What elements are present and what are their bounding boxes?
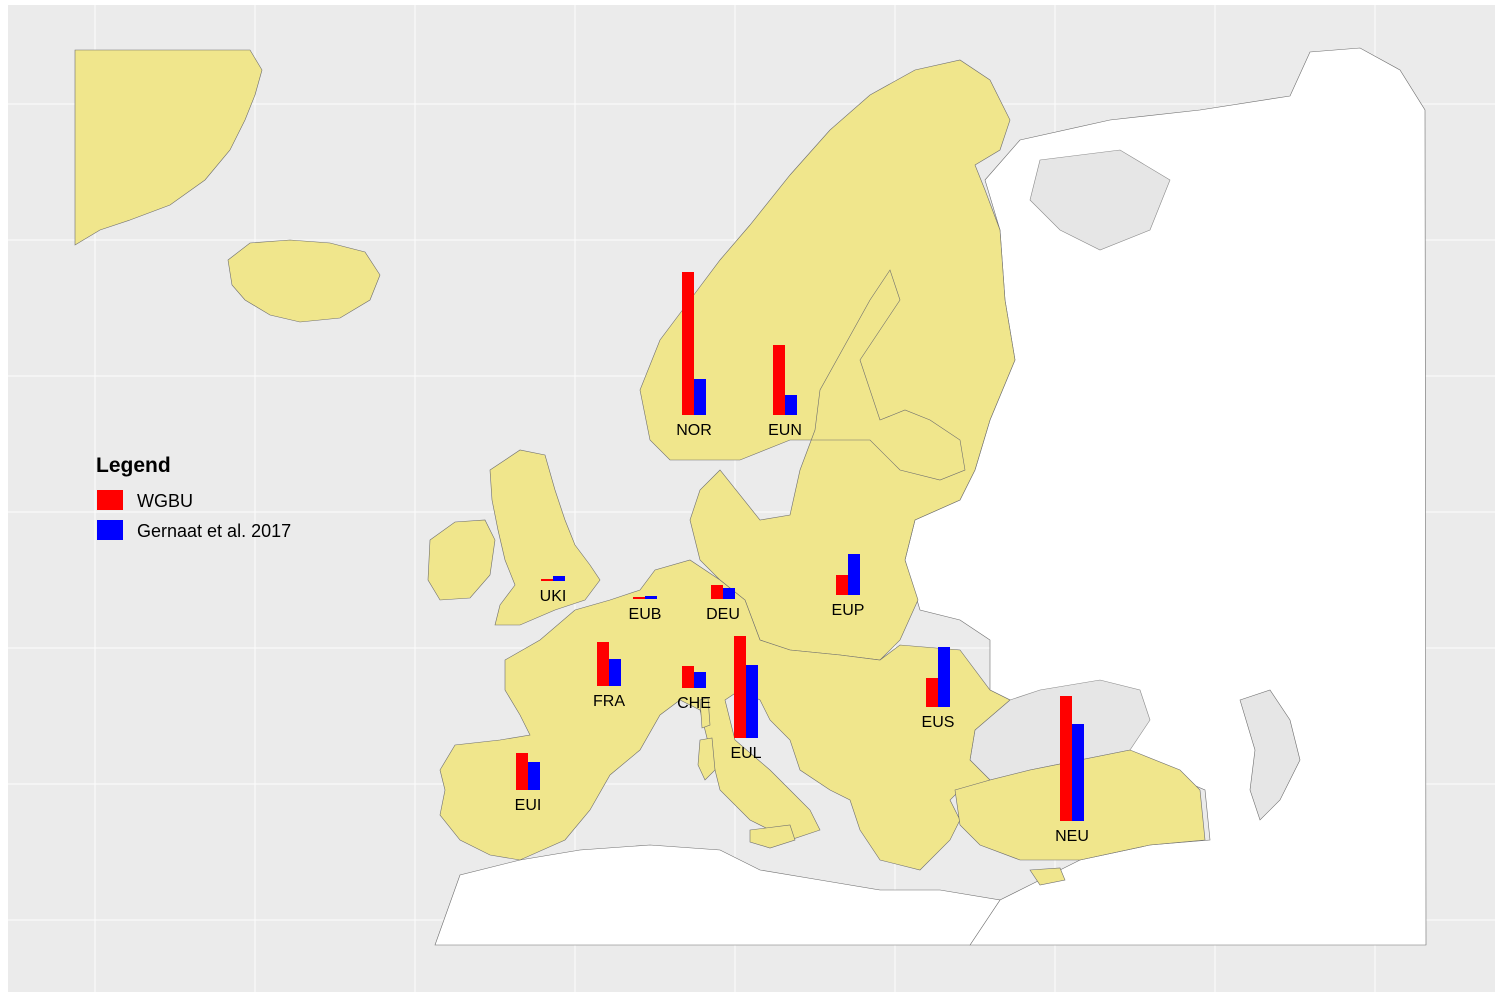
iceland xyxy=(227,239,381,323)
bar-deu-wgbu xyxy=(711,585,723,599)
ireland xyxy=(427,519,496,601)
region-label-che: CHE xyxy=(677,695,711,712)
bar-uki-wgbu xyxy=(541,579,553,581)
bar-fra-wgbu xyxy=(597,642,609,686)
sicily xyxy=(749,824,796,849)
bar-eui-gernaat xyxy=(528,762,540,790)
caspian-sea xyxy=(1239,689,1301,821)
bar-che-wgbu xyxy=(682,666,694,688)
bar-nor-wgbu xyxy=(682,272,694,415)
region-label-eus: EUS xyxy=(922,714,955,731)
region-label-fra: FRA xyxy=(593,693,625,710)
legend-label-gernaat: Gernaat et al. 2017 xyxy=(137,521,291,541)
bar-uki-gernaat xyxy=(553,576,565,581)
region-label-neu: NEU xyxy=(1055,828,1089,845)
bar-neu-wgbu xyxy=(1060,696,1072,821)
bar-eui-wgbu xyxy=(516,753,528,790)
region-label-eul: EUL xyxy=(730,745,761,762)
region-label-eun: EUN xyxy=(768,422,802,439)
greenland xyxy=(74,49,263,246)
continental-europe xyxy=(439,559,1011,871)
cyprus xyxy=(1029,867,1066,886)
region-label-eui: EUI xyxy=(515,797,542,814)
region-label-deu: DEU xyxy=(706,606,740,623)
region-label-eup: EUP xyxy=(832,602,865,619)
bar-deu-gernaat xyxy=(723,588,735,599)
white-sea-area xyxy=(1029,149,1171,251)
bar-eup-gernaat xyxy=(848,554,860,595)
bar-nor-gernaat xyxy=(694,379,706,415)
bar-eus-wgbu xyxy=(926,678,938,707)
bar-eus-gernaat xyxy=(938,647,950,707)
bar-eul-wgbu xyxy=(734,636,746,738)
bar-eub-gernaat xyxy=(645,596,657,599)
bar-eul-gernaat xyxy=(746,665,758,738)
corsica xyxy=(699,697,711,729)
great-britain xyxy=(489,449,601,626)
region-label-nor: NOR xyxy=(676,422,712,439)
bar-eun-wgbu xyxy=(773,345,785,415)
region-label-uki: UKI xyxy=(540,588,567,605)
legend-title: Legend xyxy=(96,454,171,477)
legend: Legend WGBU Gernaat et al. 2017 xyxy=(96,454,291,541)
region-bars: NOR EUN UKI EUB DEU EUP FRA CHE EUL EUS EUI NEU xyxy=(515,272,1089,845)
bar-eub-wgbu xyxy=(633,597,645,599)
bar-fra-gernaat xyxy=(609,659,621,686)
legend-swatch-wgbu xyxy=(97,490,123,510)
legend-label-wgbu: WGBU xyxy=(137,491,193,511)
bar-eup-wgbu xyxy=(836,575,848,595)
region-label-eub: EUB xyxy=(629,606,662,623)
sardinia xyxy=(697,737,716,781)
bar-eun-gernaat xyxy=(785,395,797,415)
bar-neu-gernaat xyxy=(1072,724,1084,821)
bar-che-gernaat xyxy=(694,672,706,688)
legend-swatch-gernaat xyxy=(97,520,123,540)
